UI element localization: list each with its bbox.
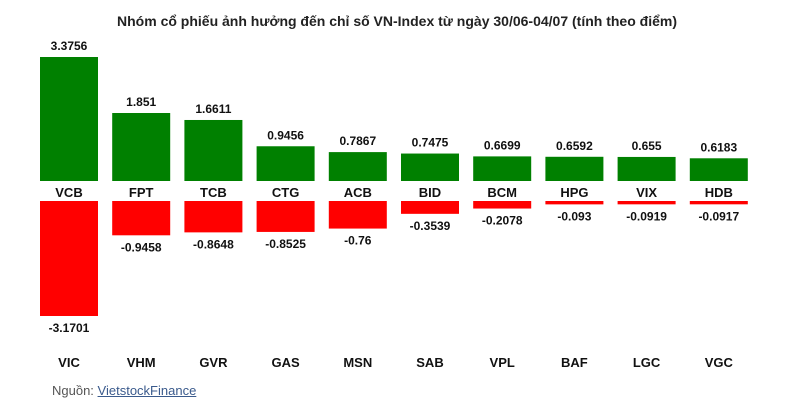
loss-value-label: -0.0917	[698, 209, 739, 223]
loss-bar-vpl	[473, 201, 532, 209]
gain-category-label: VCB	[55, 185, 82, 200]
loss-category-label: SAB	[416, 355, 443, 370]
loss-value-label: -0.3539	[410, 219, 451, 233]
gain-value-label: 1.851	[126, 95, 156, 109]
loss-bar-msn	[328, 201, 387, 229]
loss-category-label: GAS	[272, 355, 301, 370]
bars-group: 3.3756 VCB 1.851 FPT 1.6611 TCB 0.9456 CTG 0.786…	[40, 39, 748, 370]
gain-bar-acb	[328, 152, 387, 181]
gain-value-label: 0.6183	[700, 140, 737, 154]
gain-category-label: HPG	[560, 185, 588, 200]
gain-value-label: 3.3756	[51, 39, 88, 53]
loss-category-label: VPL	[490, 355, 515, 370]
source-prefix: Nguồn:	[52, 383, 94, 398]
source-line: Nguồn: VietstockFinance	[52, 383, 196, 398]
gain-category-label: BID	[419, 185, 441, 200]
gain-value-label: 0.7475	[412, 136, 449, 150]
loss-value-label: -0.9458	[121, 240, 162, 254]
gain-bar-tcb	[184, 119, 243, 181]
loss-category-label: LGC	[633, 355, 661, 370]
loss-bar-lgc	[617, 201, 676, 205]
gain-value-label: 0.7867	[339, 134, 376, 148]
loss-category-label: GVR	[199, 355, 228, 370]
loss-category-label: MSN	[343, 355, 372, 370]
gain-category-label: CTG	[272, 185, 299, 200]
loss-bar-sab	[401, 201, 459, 214]
gain-bar-fpt	[112, 113, 171, 181]
gain-bar-bid	[401, 153, 459, 181]
gain-value-label: 1.6611	[195, 102, 231, 116]
gain-category-label: TCB	[200, 185, 227, 200]
loss-bar-vgc	[689, 201, 748, 205]
loss-bar-gvr	[184, 201, 243, 233]
loss-value-label: -0.093	[557, 209, 591, 223]
gain-category-label: VIX	[636, 185, 657, 200]
gain-bar-bcm	[473, 156, 532, 181]
gain-value-label: 0.655	[632, 139, 662, 153]
gain-bar-vcb	[40, 57, 98, 181]
loss-category-label: VGC	[705, 355, 734, 370]
bar-chart: Nhóm cổ phiếu ảnh hưởng đến chỉ số VN-In…	[40, 13, 748, 370]
gain-bar-hdb	[689, 158, 748, 181]
source-link[interactable]: VietstockFinance	[97, 383, 197, 398]
gain-bar-vix	[617, 156, 676, 181]
loss-value-label: -0.76	[344, 234, 372, 248]
loss-value-label: -0.8648	[193, 237, 234, 251]
loss-category-label: VIC	[58, 355, 80, 370]
chart-title: Nhóm cổ phiếu ảnh hưởng đến chỉ số VN-In…	[117, 13, 677, 29]
loss-bar-baf	[545, 201, 604, 205]
gain-value-label: 0.6592	[556, 139, 593, 153]
gain-bar-ctg	[256, 146, 315, 181]
loss-value-label: -3.1701	[49, 321, 90, 335]
loss-value-label: -0.8525	[265, 237, 306, 251]
gain-value-label: 0.6699	[484, 138, 521, 152]
gain-value-label: 0.9456	[267, 128, 304, 142]
gain-category-label: ACB	[344, 185, 372, 200]
gain-category-label: HDB	[705, 185, 733, 200]
gain-category-label: FPT	[129, 185, 154, 200]
loss-bar-vic	[40, 201, 98, 316]
loss-category-label: BAF	[561, 355, 588, 370]
gain-category-label: BCM	[487, 185, 517, 200]
loss-bar-gas	[256, 201, 315, 232]
loss-bar-vhm	[112, 201, 171, 236]
loss-value-label: -0.0919	[626, 209, 667, 223]
loss-value-label: -0.2078	[482, 214, 523, 228]
loss-category-label: VHM	[127, 355, 156, 370]
gain-bar-hpg	[545, 156, 604, 181]
